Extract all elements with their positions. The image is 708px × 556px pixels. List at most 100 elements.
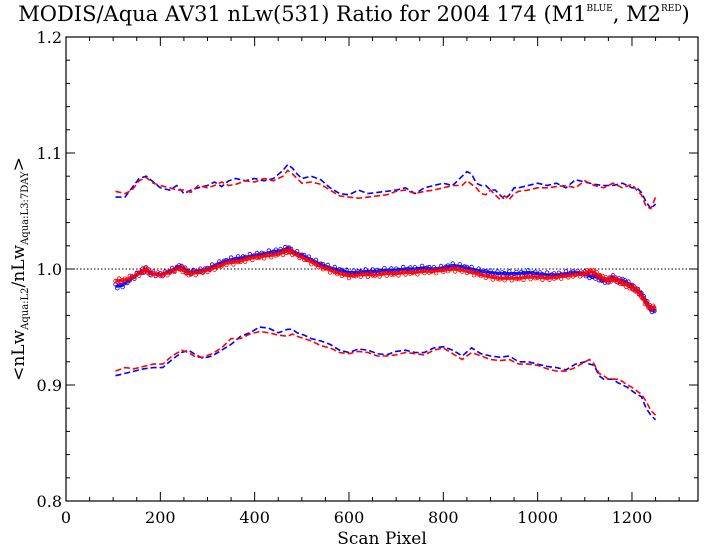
data-point bbox=[488, 273, 493, 279]
data-point bbox=[434, 271, 439, 276]
data-point bbox=[603, 275, 609, 280]
data-point bbox=[634, 286, 639, 291]
data-point bbox=[250, 257, 255, 263]
data-point bbox=[568, 271, 573, 276]
data-point bbox=[469, 268, 474, 274]
data-point bbox=[389, 272, 394, 277]
data-point bbox=[365, 274, 371, 280]
data-point bbox=[575, 270, 580, 276]
data-point bbox=[240, 256, 246, 261]
data-point bbox=[278, 246, 283, 252]
data-point bbox=[417, 268, 422, 273]
data-point bbox=[290, 252, 295, 258]
tick-label-layer: 0 200 400 600 800 1000 1200 0.8 0.9 1.0 1.1 1.2 bbox=[37, 28, 653, 527]
data-point bbox=[327, 270, 333, 275]
data-point bbox=[276, 252, 281, 257]
data-point bbox=[252, 253, 257, 258]
data-point bbox=[594, 269, 599, 275]
data-point bbox=[382, 270, 387, 276]
data-point bbox=[342, 272, 347, 277]
data-point bbox=[577, 274, 583, 279]
data-point bbox=[493, 273, 498, 278]
data-point bbox=[393, 269, 399, 274]
data-point bbox=[254, 250, 260, 256]
data-point bbox=[219, 264, 224, 269]
data-point bbox=[169, 268, 175, 274]
data-point bbox=[360, 272, 366, 277]
data-point bbox=[384, 273, 389, 278]
data-point bbox=[509, 278, 514, 283]
data-point bbox=[540, 277, 545, 282]
data-point bbox=[306, 254, 312, 259]
data-point bbox=[280, 252, 286, 258]
data-point bbox=[264, 252, 269, 258]
data-point bbox=[261, 256, 267, 261]
data-point bbox=[271, 250, 276, 256]
data-point bbox=[410, 270, 415, 276]
data-point bbox=[580, 270, 585, 275]
data-point bbox=[403, 272, 408, 277]
ylabel-prefix: <nLw bbox=[9, 329, 29, 381]
data-point bbox=[502, 271, 507, 276]
data-point bbox=[155, 270, 161, 275]
data-point bbox=[523, 274, 529, 279]
data-point bbox=[471, 273, 477, 278]
data-point bbox=[652, 306, 657, 312]
chart-title: MODIS/Aqua AV31 nLw(531) Ratio for 2004 … bbox=[0, 2, 708, 26]
data-point bbox=[424, 265, 429, 270]
data-point bbox=[231, 262, 236, 267]
data-point bbox=[537, 273, 543, 278]
mean-trace bbox=[115, 248, 657, 311]
data-point bbox=[542, 274, 547, 279]
data-point bbox=[408, 271, 413, 276]
data-point bbox=[372, 273, 378, 278]
data-point bbox=[379, 271, 385, 276]
data-point bbox=[120, 284, 125, 290]
data-point bbox=[172, 269, 177, 275]
data-point bbox=[504, 275, 510, 280]
data-point bbox=[375, 270, 380, 275]
data-point bbox=[202, 266, 208, 271]
data-point bbox=[351, 268, 356, 273]
data-point bbox=[412, 268, 418, 273]
data-point bbox=[408, 265, 413, 270]
data-point bbox=[330, 267, 335, 272]
data-point bbox=[273, 247, 279, 252]
series-upper-blue bbox=[115, 163, 657, 210]
data-point bbox=[309, 262, 314, 267]
data-point bbox=[134, 270, 139, 275]
data-point bbox=[370, 273, 375, 278]
data-point bbox=[125, 280, 130, 286]
data-point bbox=[363, 271, 368, 276]
data-point bbox=[125, 278, 130, 284]
series-mean-blue bbox=[113, 244, 657, 315]
data-point bbox=[193, 272, 198, 278]
data-point bbox=[457, 262, 462, 267]
data-point bbox=[608, 279, 613, 284]
data-point bbox=[221, 259, 227, 265]
data-point bbox=[146, 267, 151, 272]
data-point bbox=[561, 272, 566, 278]
data-point bbox=[353, 274, 359, 279]
data-point bbox=[217, 259, 222, 264]
data-point bbox=[389, 266, 394, 271]
data-point bbox=[547, 277, 552, 282]
data-point bbox=[636, 292, 642, 297]
mean-trace bbox=[115, 246, 656, 313]
x-tick-label: 1000 bbox=[517, 508, 558, 527]
data-point bbox=[396, 273, 401, 278]
data-point bbox=[257, 255, 262, 260]
x-tick-label: 400 bbox=[239, 508, 270, 527]
y-tick-label: 1.2 bbox=[37, 28, 62, 47]
data-point bbox=[500, 274, 505, 279]
data-point bbox=[266, 248, 271, 253]
data-point bbox=[641, 295, 646, 301]
data-point bbox=[495, 269, 500, 274]
data-point bbox=[316, 264, 321, 270]
data-point bbox=[436, 267, 441, 272]
data-point bbox=[521, 277, 526, 282]
data-point bbox=[575, 268, 580, 274]
data-point bbox=[289, 248, 294, 253]
data-point bbox=[526, 274, 531, 279]
data-point bbox=[450, 265, 455, 270]
